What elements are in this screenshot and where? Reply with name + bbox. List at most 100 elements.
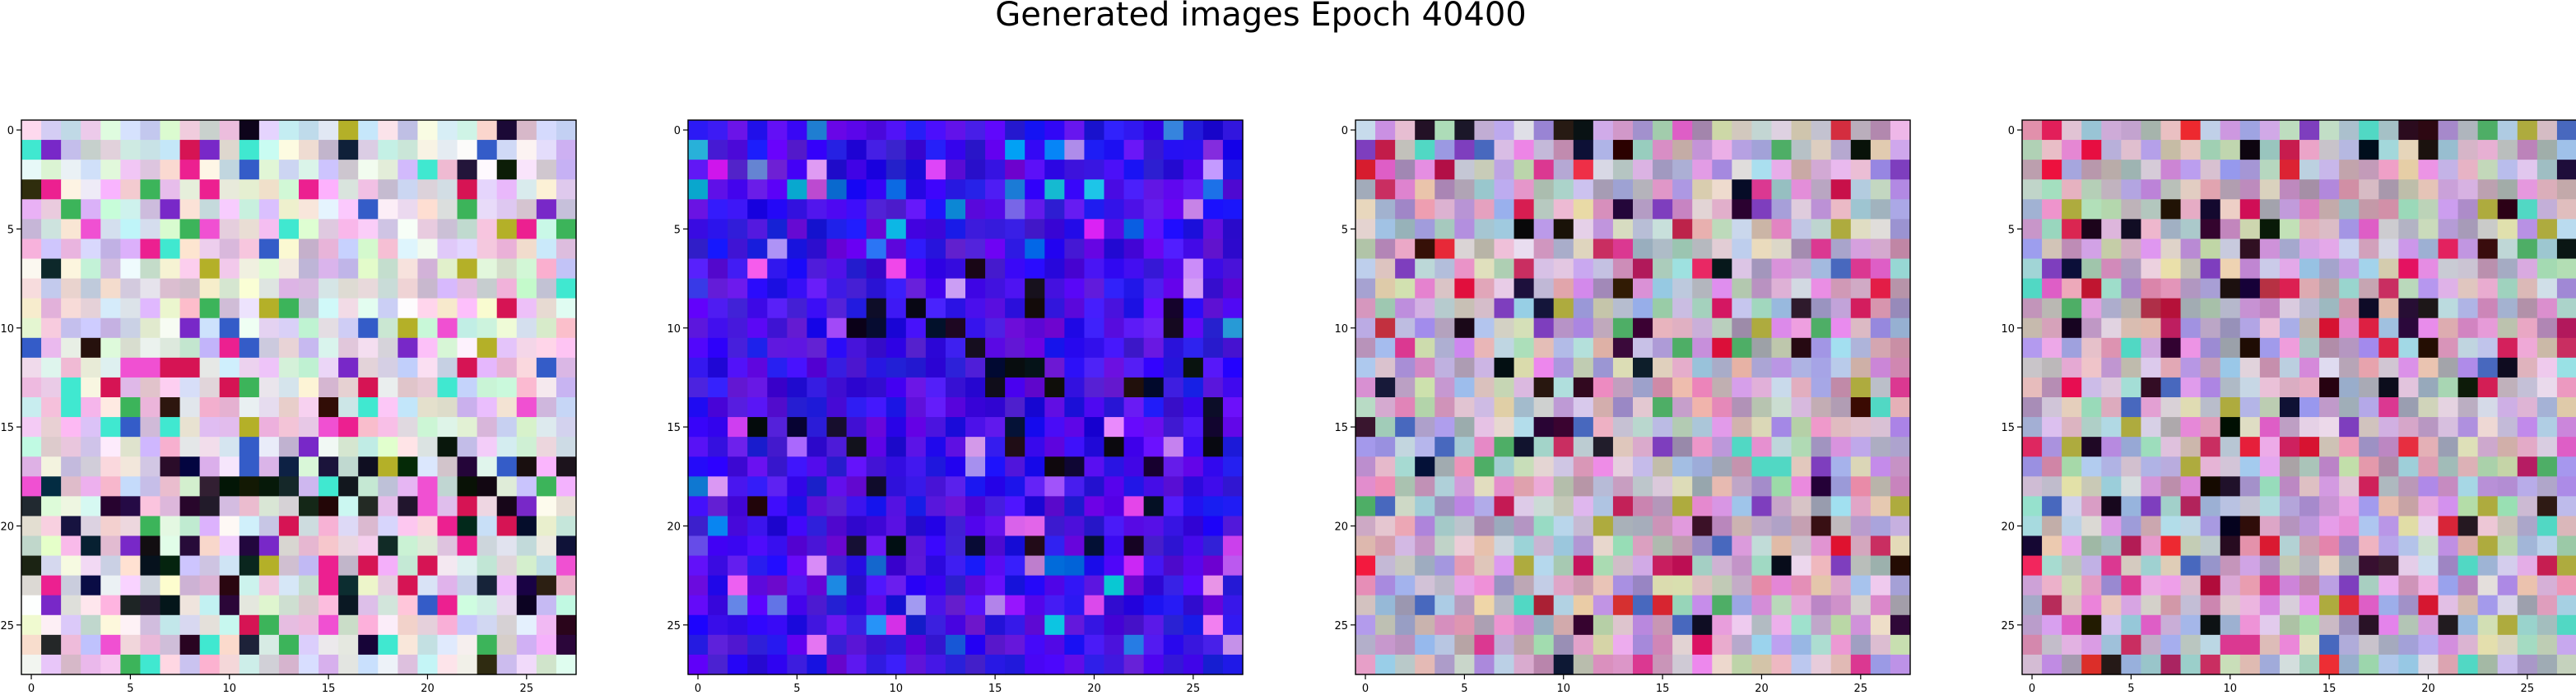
image-pixel xyxy=(2200,278,2221,299)
image-pixel xyxy=(1712,258,1732,280)
image-pixel xyxy=(2259,278,2281,299)
image-pixel xyxy=(1143,456,1165,477)
image-pixel xyxy=(1044,377,1065,398)
image-pixel xyxy=(1771,417,1793,438)
image-pixel xyxy=(1573,654,1594,675)
image-pixel xyxy=(258,239,280,260)
image-pixel xyxy=(1830,575,1852,596)
image-pixel xyxy=(496,377,518,398)
image-pixel xyxy=(2517,140,2538,160)
image-pixel xyxy=(2378,239,2399,260)
image-pixel xyxy=(1202,199,1224,220)
image-pixel xyxy=(199,634,221,656)
image-pixel xyxy=(2418,317,2439,339)
image-pixel xyxy=(2556,476,2576,497)
image-pixel xyxy=(1533,239,1555,260)
image-pixel xyxy=(945,417,966,438)
image-pixel xyxy=(826,575,848,596)
image-pixel xyxy=(1375,317,1396,339)
image-pixel xyxy=(2319,278,2340,299)
image-pixel xyxy=(2339,258,2360,280)
image-pixel xyxy=(1202,219,1224,240)
image-pixel xyxy=(41,535,62,557)
image-pixel xyxy=(2418,337,2439,359)
image-pixel xyxy=(1870,437,1891,457)
image-pixel xyxy=(1044,456,1065,477)
image-pixel xyxy=(278,417,300,438)
image-pixel xyxy=(536,140,557,160)
image-pixel xyxy=(1533,219,1555,240)
image-pixel xyxy=(2359,298,2379,319)
image-pixel xyxy=(1771,437,1793,457)
image-pixel xyxy=(2101,140,2122,160)
image-pixel xyxy=(728,377,748,398)
image-pixel xyxy=(1163,595,1184,616)
image-pixel xyxy=(1375,535,1396,557)
image-pixel xyxy=(2239,219,2261,240)
image-pixel xyxy=(61,516,81,537)
image-pixel xyxy=(1434,595,1455,616)
image-pixel xyxy=(1751,377,1773,398)
image-pixel xyxy=(299,456,319,477)
image-pixel xyxy=(2180,140,2202,160)
image-pixel xyxy=(925,654,946,675)
image-pixel xyxy=(1533,397,1555,418)
image-pixel xyxy=(866,437,887,457)
image-pixel xyxy=(1672,160,1693,180)
image-pixel xyxy=(41,317,62,339)
image-pixel xyxy=(1104,654,1125,675)
image-pixel xyxy=(1870,516,1891,537)
image-pixel xyxy=(2022,219,2043,240)
image-pixel xyxy=(319,476,339,497)
image-pixel xyxy=(319,317,339,339)
image-pixel xyxy=(2517,437,2538,457)
image-pixel xyxy=(2062,555,2082,577)
image-pixel xyxy=(21,278,42,299)
image-pixel xyxy=(2160,317,2182,339)
image-pixel xyxy=(1811,219,1832,240)
image-pixel xyxy=(2101,437,2122,457)
image-pixel xyxy=(2062,437,2082,457)
image-pixel xyxy=(1005,456,1025,477)
image-pixel xyxy=(2081,456,2102,477)
image-pixel xyxy=(1494,258,1515,280)
image-pixel xyxy=(1514,298,1535,319)
image-pixel xyxy=(299,496,319,517)
image-pixel xyxy=(2121,140,2142,160)
image-pixel xyxy=(2081,219,2102,240)
image-pixel xyxy=(1494,437,1515,457)
image-pixel xyxy=(1830,120,1852,141)
image-pixel xyxy=(886,595,907,616)
image-pixel xyxy=(219,239,240,260)
image-pixel xyxy=(2081,278,2102,299)
image-pixel xyxy=(1633,437,1653,457)
image-pixel xyxy=(905,258,927,280)
image-pixel xyxy=(2556,357,2576,378)
image-pixel xyxy=(2101,239,2122,260)
image-pixel xyxy=(886,654,907,675)
image-pixel xyxy=(2141,614,2162,636)
image-pixel xyxy=(925,575,946,596)
image-pixel xyxy=(1672,417,1693,438)
image-pixel xyxy=(1434,317,1455,339)
image-pixel xyxy=(1672,437,1693,457)
image-pixel xyxy=(1005,496,1025,517)
image-pixel xyxy=(1692,555,1713,577)
image-pixel xyxy=(2378,357,2399,378)
image-pixel xyxy=(100,160,121,180)
image-pixel xyxy=(2160,160,2182,180)
image-pixel xyxy=(1890,496,1911,517)
image-pixel xyxy=(787,575,808,596)
image-pixel xyxy=(787,397,808,418)
image-pixel xyxy=(1830,219,1852,240)
image-pixel xyxy=(2378,337,2399,359)
image-pixel xyxy=(1025,456,1045,477)
image-pixel xyxy=(708,614,728,636)
image-pixel xyxy=(2536,160,2558,180)
image-pixel xyxy=(1633,120,1653,141)
image-pixel xyxy=(1850,417,1872,438)
image-pixel xyxy=(708,219,728,240)
image-pixel xyxy=(2319,397,2340,418)
image-pixel xyxy=(2517,298,2538,319)
